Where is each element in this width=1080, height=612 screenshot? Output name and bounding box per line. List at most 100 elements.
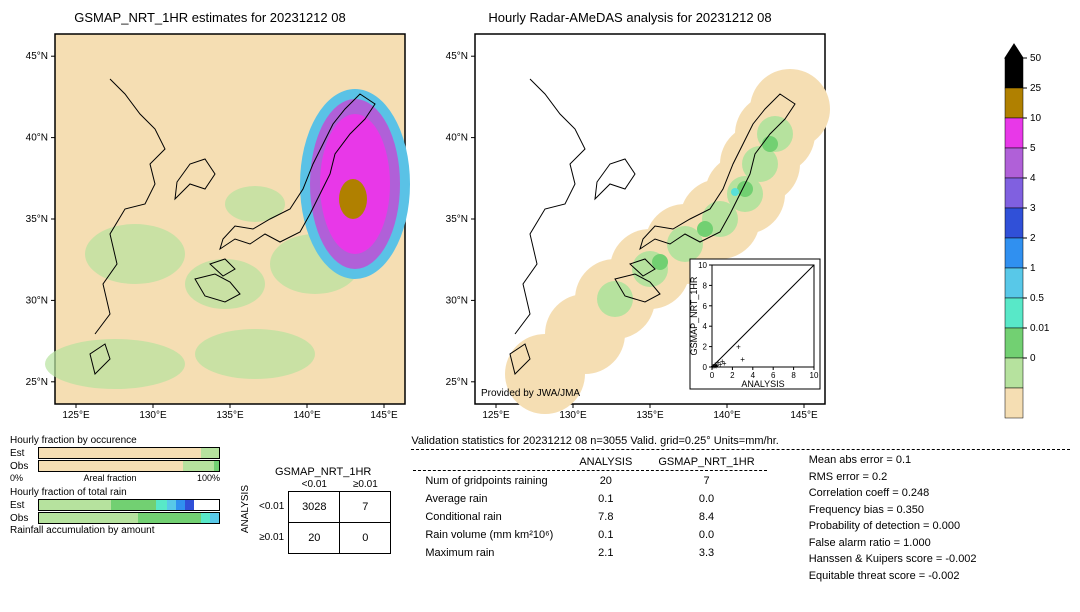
svg-text:+: + [736,343,741,352]
svg-text:135°E: 135°E [216,410,244,421]
svg-text:8: 8 [703,281,708,290]
svg-text:125°E: 125°E [482,410,510,421]
svg-text:145°E: 145°E [370,410,398,421]
svg-text:4: 4 [1030,173,1036,184]
hbar-seg [111,500,156,510]
val-cell: Maximum rain [413,545,565,561]
cont-cell-00: 3028 [289,491,340,522]
areal-0: 0% [10,473,23,483]
hbar-seg [214,461,219,471]
hbar-label: Est [10,500,38,511]
svg-text:140°E: 140°E [293,410,321,421]
val-score: Probability of detection = 0.000 [809,518,977,535]
svg-text:45°N: 45°N [446,51,468,62]
left-map-svg: 25°N30°N35°N40°N45°N125°E130°E135°E140°E… [10,29,410,424]
occurrence-title: Hourly fraction by occurence [10,435,220,446]
totalrain-footer: Rainfall accumulation by amount [10,525,220,536]
fraction-bars: Hourly fraction by occurence Est Obs 0% A… [10,435,220,584]
validation-scores: Mean abs error = 0.1RMS error = 0.2Corre… [809,452,977,584]
bottom-row: Hourly fraction by occurence Est Obs 0% A… [10,435,1070,584]
contingency-colhead: GSMAP_NRT_1HR [255,466,391,478]
svg-text:5: 5 [1030,143,1036,154]
val-cell: 0.0 [646,527,766,543]
val-col-head [413,454,565,471]
hbar-seg [176,500,185,510]
svg-text:Provided by JWA/JMA: Provided by JWA/JMA [481,388,580,399]
svg-text:6: 6 [703,302,708,311]
right-map-title: Hourly Radar-AMeDAS analysis for 2023121… [430,10,830,25]
hbar-seg [156,500,167,510]
hbar-seg [39,500,111,510]
svg-text:0: 0 [1030,353,1036,364]
hbar-seg [210,513,219,523]
cont-cell-10: 20 [289,522,340,553]
hbar-row: Obs [10,512,220,524]
svg-text:45°N: 45°N [26,51,48,62]
hbar-seg [39,513,138,523]
svg-text:2: 2 [703,343,708,352]
svg-text:3: 3 [1030,203,1036,214]
cont-col-0: <0.01 [289,478,340,492]
svg-text:2: 2 [730,371,735,380]
svg-text:40°N: 40°N [446,133,468,144]
cont-row-0: <0.01 [255,491,289,522]
hbar-row: Est [10,447,220,459]
svg-text:8: 8 [791,371,796,380]
val-cell: Num of gridpoints raining [413,473,565,489]
hbar-label: Obs [10,461,38,472]
cont-cell-01: 7 [340,491,391,522]
val-cell: 8.4 [646,509,766,525]
svg-text:0.01: 0.01 [1030,323,1050,334]
hbar-seg [201,448,219,458]
hbar-seg [39,448,201,458]
cont-col-1: ≥0.01 [340,478,391,492]
hbar-bar [38,460,220,472]
colorbar-svg: 502510543210.50.010 [1000,40,1070,430]
svg-text:2: 2 [1030,233,1036,244]
val-score: Mean abs error = 0.1 [809,452,977,469]
val-score: Frequency bias = 0.350 [809,502,977,519]
hbar-seg [183,461,214,471]
right-map-panel: Hourly Radar-AMeDAS analysis for 2023121… [430,10,830,427]
svg-text:130°E: 130°E [139,410,167,421]
top-row: GSMAP_NRT_1HR estimates for 20231212 08 … [10,10,1070,427]
hbar-seg [39,461,183,471]
svg-text:+: + [713,360,718,369]
svg-text:ANALYSIS: ANALYSIS [741,379,784,389]
svg-text:1: 1 [1030,263,1036,274]
val-cell: 20 [567,473,644,489]
svg-text:40°N: 40°N [26,133,48,144]
svg-text:+: + [720,357,725,366]
validation-block: Validation statistics for 20231212 08 n=… [411,435,1070,584]
areal-100: 100% [197,473,220,483]
val-cell: Conditional rain [413,509,565,525]
hbar-bar [38,499,220,511]
val-score: Equitable threat score = -0.002 [809,568,977,585]
colorbar: 502510543210.50.010 [1000,40,1070,433]
hbar-seg [194,500,219,510]
svg-text:25: 25 [1030,83,1042,94]
areal-label: Areal fraction [23,473,197,483]
svg-text:10: 10 [1030,113,1042,124]
cont-row-1: ≥0.01 [255,522,289,553]
hbar-label: Obs [10,513,38,524]
validation-table: ANALYSISGSMAP_NRT_1HRNum of gridpoints r… [411,452,768,584]
hbar-row: Obs [10,460,220,472]
hbar-bar [38,447,220,459]
svg-text:30°N: 30°N [446,295,468,306]
val-cell: 2.1 [567,545,644,561]
contingency-rowhead: ANALYSIS [240,485,251,533]
val-cell: 7 [646,473,766,489]
val-score: Correlation coeff = 0.248 [809,485,977,502]
hbar-seg [167,500,176,510]
val-cell: 7.8 [567,509,644,525]
val-cell: 0.1 [567,491,644,507]
validation-header: Validation statistics for 20231212 08 n=… [411,435,1070,447]
left-map-title: GSMAP_NRT_1HR estimates for 20231212 08 [10,10,410,25]
svg-text:30°N: 30°N [26,295,48,306]
svg-text:125°E: 125°E [62,410,90,421]
cont-cell-11: 0 [340,522,391,553]
right-map-svg: 25°N30°N35°N40°N45°N125°E130°E135°E140°E… [430,29,830,424]
svg-text:130°E: 130°E [559,410,587,421]
val-score: RMS error = 0.2 [809,469,977,486]
